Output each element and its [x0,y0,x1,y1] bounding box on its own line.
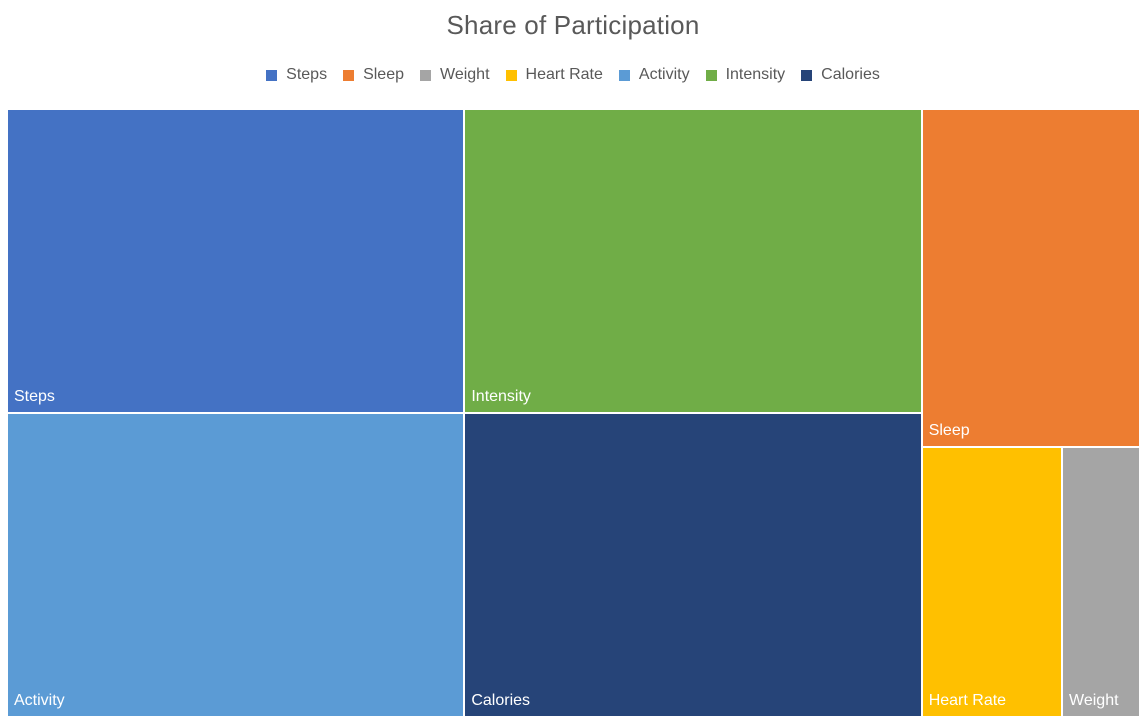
legend-swatch-weight [420,69,431,81]
legend-label-steps: Steps [286,66,328,83]
treemap-tile-calories: Calories [465,414,923,718]
treemap-plot-area: Steps Activity Intensity Calories Sleep Heart… [8,110,1141,718]
chart-legend: Steps Sleep Weight Heart Rate Activity Intens… [0,66,1146,84]
legend-item-steps: Steps [266,66,327,84]
legend-item-calories: Calories [801,66,880,84]
tile-label-sleep: Sleep [928,421,970,439]
legend-swatch-heart-rate [505,69,517,81]
treemap-tile-steps: Steps [8,110,466,414]
legend-item-heart-rate: Heart Rate [505,66,603,84]
tile-label-intensity: Intensity [471,388,531,405]
tile-label-steps: Steps [14,388,55,405]
legend-label-calories: Calories [821,66,880,83]
legend-swatch-intensity [705,69,717,81]
legend-swatch-calories [801,69,813,81]
tile-label-activity: Activity [14,692,65,709]
tile-label-weight: Weight [1069,691,1119,709]
legend-item-activity: Activity [618,66,690,84]
legend-label-intensity: Intensity [725,66,786,83]
treemap-tile-sleep: Sleep [922,110,1141,448]
treemap-tile-weight: Weight [1063,447,1141,718]
treemap-tile-heart-rate: Heart Rate [922,447,1064,718]
treemap-tile-activity: Activity [8,414,466,718]
legend-item-sleep: Sleep [343,66,404,84]
legend-item-weight: Weight [420,66,490,84]
treemap-tile-intensity: Intensity [465,110,923,414]
legend-item-intensity: Intensity [705,66,786,84]
legend-swatch-activity [618,69,630,81]
legend-label-weight: Weight [440,66,490,83]
tile-label-heart-rate: Heart Rate [928,691,1007,709]
chart-title: Share of Participation [446,10,700,40]
legend-swatch-steps [266,69,278,81]
legend-label-sleep: Sleep [363,66,404,83]
legend-label-activity: Activity [638,66,690,83]
legend-label-heart-rate: Heart Rate [525,66,603,83]
legend-swatch-sleep [343,69,355,81]
tile-label-calories: Calories [471,692,531,709]
